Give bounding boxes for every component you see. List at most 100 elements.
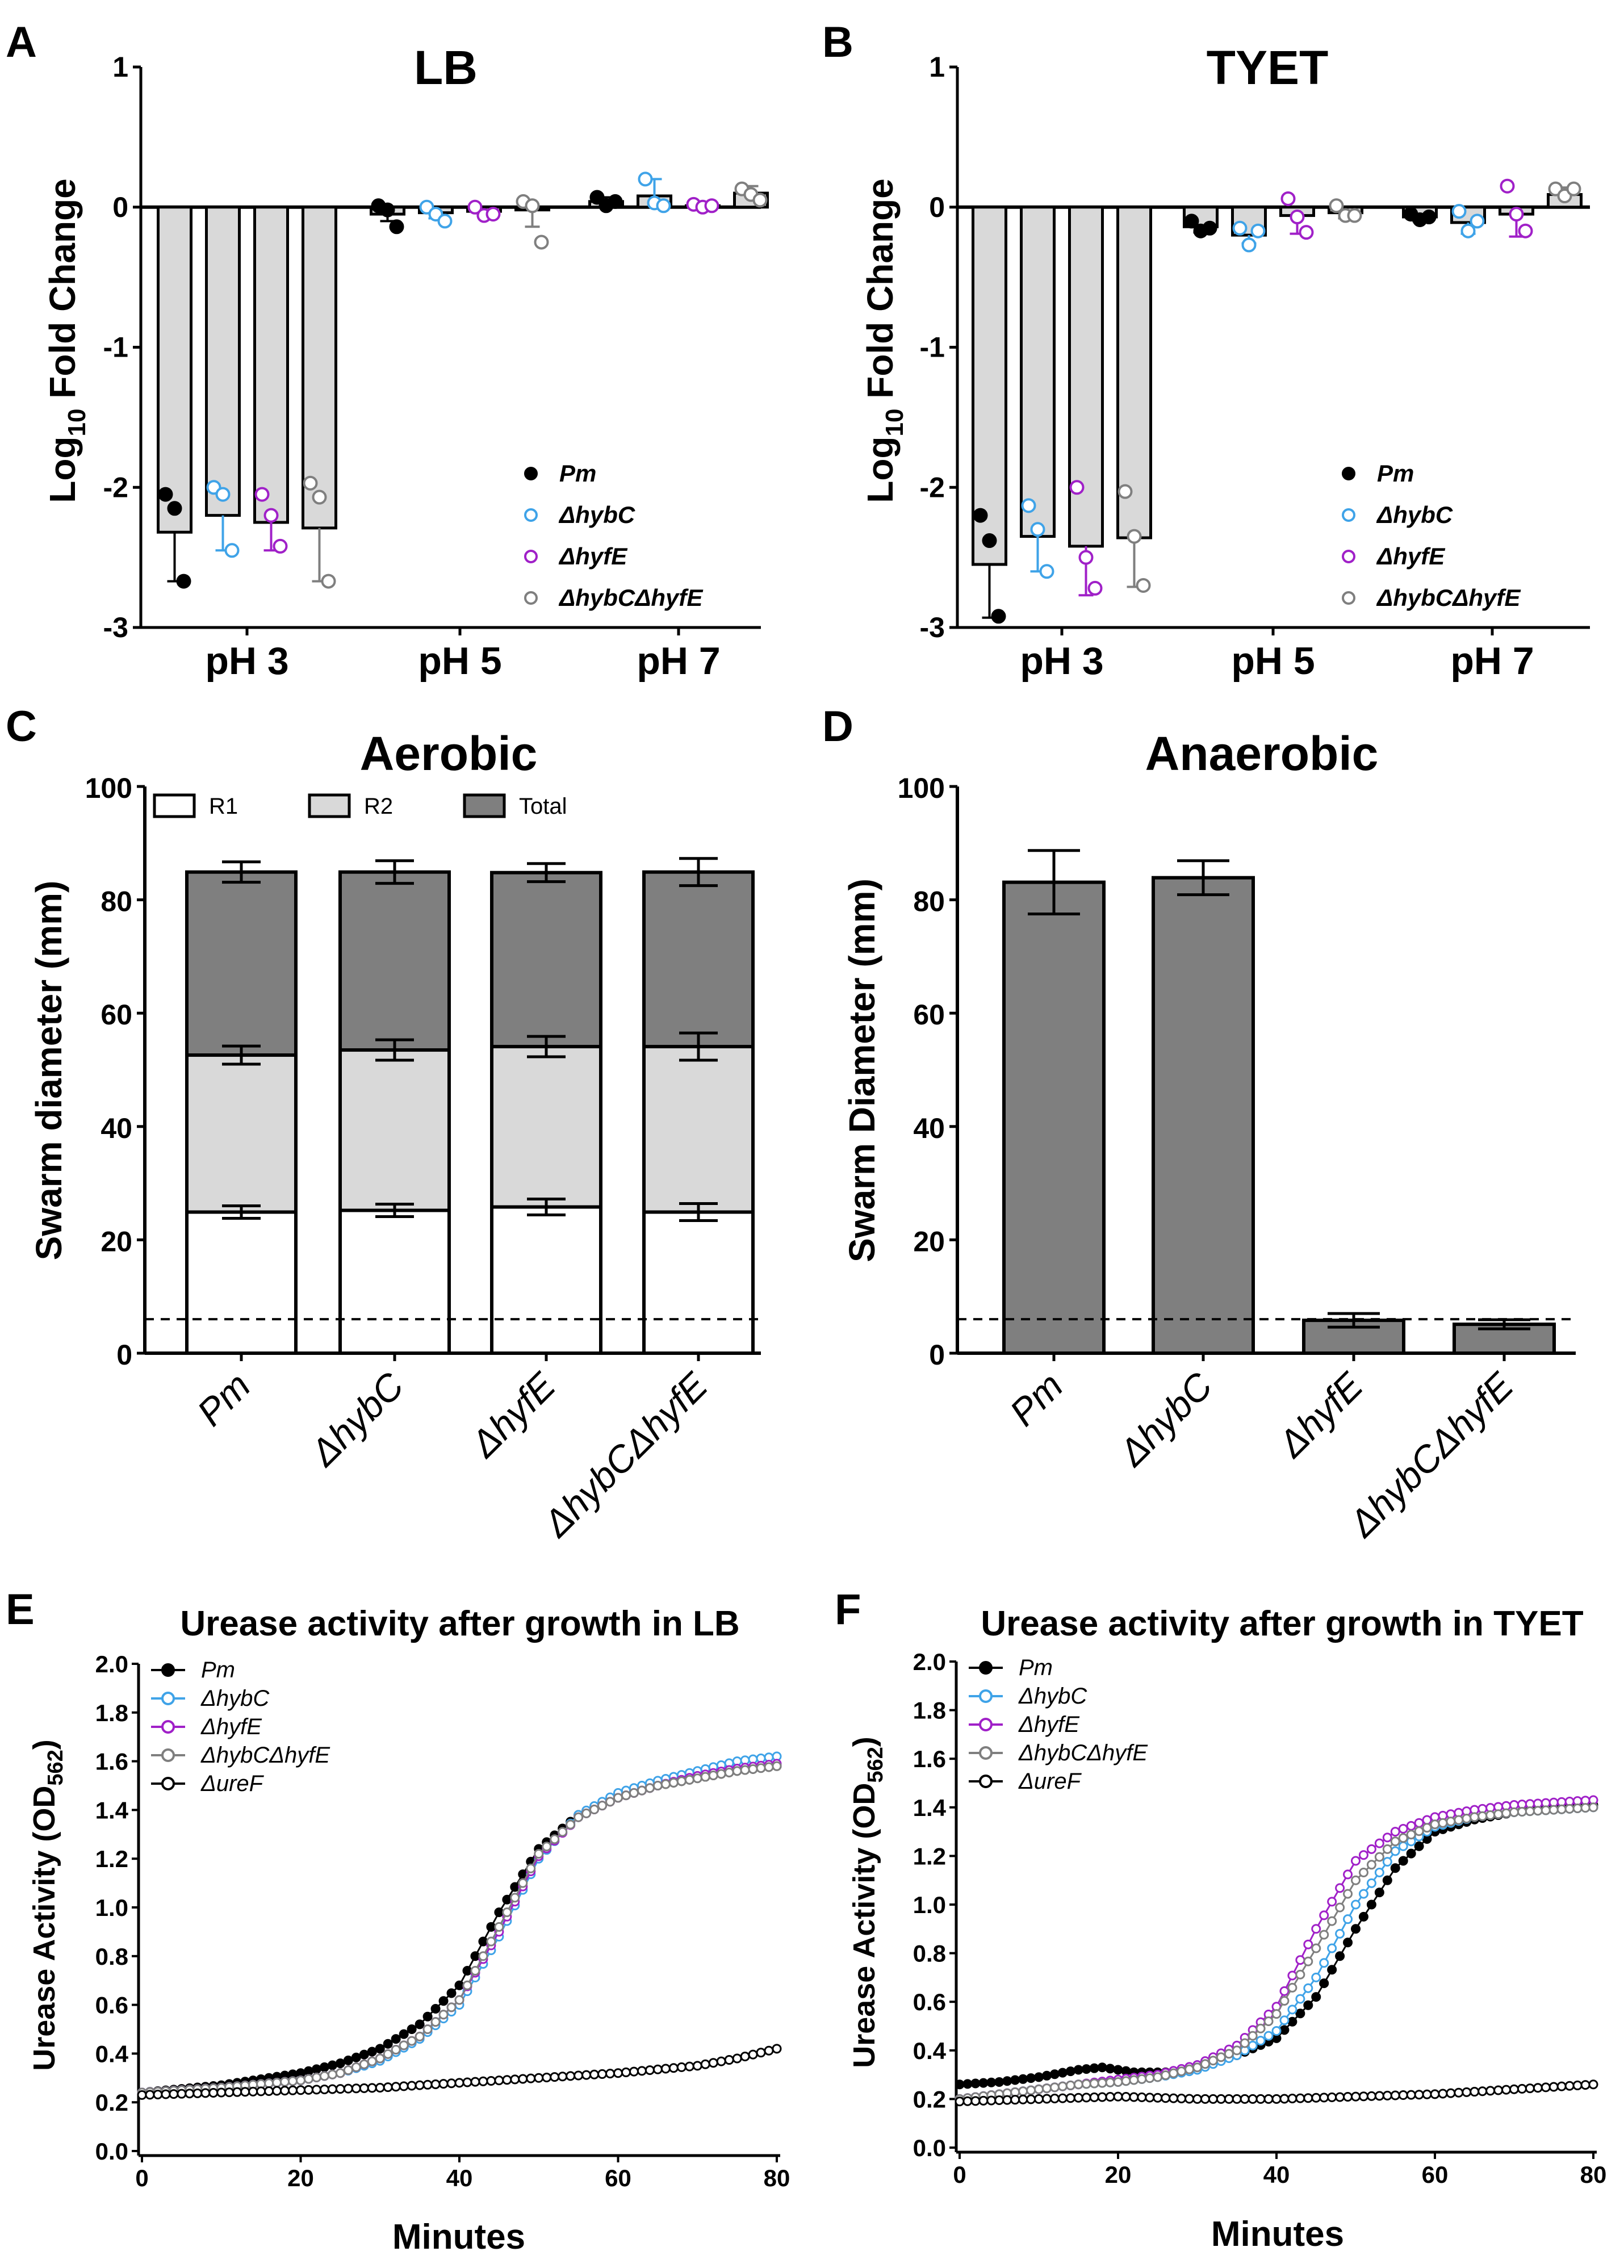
y-tick-label: 1 xyxy=(112,51,128,83)
data-point xyxy=(1347,208,1362,223)
series-point xyxy=(1208,2094,1218,2104)
series-point xyxy=(1398,1823,1408,1834)
y-tick-label: -1 xyxy=(920,332,945,363)
data-point xyxy=(589,190,605,205)
series-point xyxy=(478,1936,488,1947)
y-tick-label: 0 xyxy=(112,191,128,223)
series-point xyxy=(1177,2066,1187,2077)
data-point xyxy=(273,538,288,554)
bar xyxy=(205,206,241,517)
series-point xyxy=(692,1773,702,1784)
series-point xyxy=(288,2085,298,2095)
series-point xyxy=(613,2068,623,2078)
panel-c-title: Aerobic xyxy=(360,727,538,780)
legend-label: ΔhyfE xyxy=(1018,1712,1080,1737)
y-tick-label: 1.0 xyxy=(913,1892,946,1918)
series-point xyxy=(629,1788,639,1798)
series-point xyxy=(1319,1910,1329,1920)
data-point xyxy=(1299,225,1314,240)
category-label: ΔhybCΔhyfE xyxy=(534,1364,715,1545)
series-point xyxy=(1263,2016,1274,2026)
series-point xyxy=(1335,1928,1345,1939)
series-point xyxy=(1501,1808,1512,1818)
series-point xyxy=(367,2056,377,2066)
series-point xyxy=(1343,1869,1353,1880)
series-point xyxy=(1572,1803,1583,1814)
series-point xyxy=(1446,2088,1456,2098)
series-point xyxy=(1018,2086,1028,2097)
legend-marker xyxy=(161,1720,175,1734)
series-point xyxy=(208,2087,219,2098)
data-point xyxy=(467,199,483,215)
series-point xyxy=(1034,2072,1044,2082)
series-point xyxy=(319,2084,329,2094)
series-point xyxy=(1287,1982,1297,1993)
series-point xyxy=(1477,2086,1488,2097)
data-point xyxy=(1127,529,1142,544)
series-point xyxy=(589,1805,600,1815)
series-point xyxy=(1454,1815,1464,1825)
series-point xyxy=(1255,2094,1266,2104)
series-point xyxy=(1089,2063,1099,2073)
series-point xyxy=(637,1785,647,1796)
series-point xyxy=(748,1764,758,1774)
data-point xyxy=(1500,178,1515,194)
series-point xyxy=(1319,1978,1329,1989)
series-point xyxy=(422,2079,433,2090)
series-point xyxy=(1057,2068,1068,2078)
series-point xyxy=(1580,1803,1590,1813)
series-point xyxy=(391,2045,401,2055)
series-point xyxy=(494,1907,504,1918)
series-point xyxy=(1430,2089,1440,2099)
series-point xyxy=(1438,1818,1448,1828)
data-point xyxy=(158,487,173,502)
y-tick-label: 0.8 xyxy=(913,1940,946,1967)
plots-layer: 10-1-2-3pH 3 pH 5 pH 7PmΔhybCΔhyfEΔhybCΔhy… xyxy=(85,51,1607,2191)
series-point xyxy=(1335,1951,1345,1961)
bar xyxy=(1020,206,1056,538)
series-point xyxy=(383,2039,393,2049)
series-point xyxy=(177,2089,187,2099)
y-tick-label: 80 xyxy=(101,886,132,918)
series-point xyxy=(1548,2082,1559,2092)
series-point xyxy=(161,2089,171,2099)
legend-marker xyxy=(979,1718,993,1731)
panel-b-title: TYET xyxy=(1207,41,1329,94)
y-tick-label: -3 xyxy=(103,612,128,643)
series-point xyxy=(1113,2077,1123,2087)
legend-marker xyxy=(161,1748,175,1762)
panel-e-title: Urease activity after growth in LB xyxy=(180,1604,739,1643)
series-point xyxy=(1382,1857,1392,1867)
series-point xyxy=(1422,2089,1432,2099)
series-point xyxy=(772,1761,782,1771)
data-point xyxy=(1518,223,1533,238)
series-point xyxy=(454,2078,464,2088)
y-tick-label: 40 xyxy=(101,1112,132,1144)
data-point xyxy=(176,574,191,589)
series-point xyxy=(343,2055,353,2065)
legend-marker xyxy=(1342,550,1355,563)
series-point xyxy=(280,2086,290,2096)
data-point xyxy=(656,198,671,214)
series-point xyxy=(1477,1811,1488,1821)
series-point xyxy=(1240,2094,1250,2104)
series-point xyxy=(1002,2076,1012,2086)
series-point xyxy=(1041,2070,1052,2081)
series-point xyxy=(526,1863,536,1873)
series-point xyxy=(1358,1850,1368,1860)
series-point xyxy=(1517,2083,1527,2094)
series-point xyxy=(1279,2015,1290,2026)
series-point xyxy=(319,2071,329,2081)
series-point xyxy=(550,1834,560,1844)
series-point xyxy=(1002,2095,1012,2105)
series-point xyxy=(510,2074,520,2085)
legend-marker xyxy=(1342,508,1355,522)
legend-marker xyxy=(979,1746,993,1760)
data-point xyxy=(224,543,240,558)
series-line xyxy=(141,1755,777,2094)
series-point xyxy=(502,1907,512,1918)
series-point xyxy=(518,2074,528,2084)
y-tick-label: 1.0 xyxy=(95,1894,128,1921)
series-point xyxy=(1422,1815,1432,1825)
series-point xyxy=(1343,1889,1353,1899)
